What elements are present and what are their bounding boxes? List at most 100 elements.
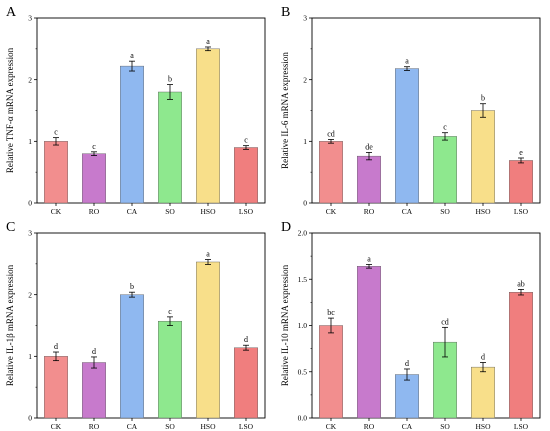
y-tick-label: 2.0 — [298, 229, 308, 238]
y-tick-label: 0 — [28, 199, 32, 208]
panel-d: D 0.0 0.5 1.0 1.5 2.0 Relative IL-10 mRNA expr… — [280, 220, 541, 431]
plot-frame — [36, 232, 266, 419]
x-tick-label: LSO — [239, 422, 254, 431]
x-tick-label: CK — [326, 207, 337, 216]
x-tick-label: LSO — [514, 207, 529, 216]
x-tick-label: CK — [51, 207, 62, 216]
significance-letter: d — [405, 359, 409, 368]
x-tick-label: HSO — [200, 207, 216, 216]
y-tick-label: 1 — [28, 352, 32, 361]
y-axis-label: Relative TNF-α mRNA expression — [5, 47, 15, 173]
significance-letter: d — [244, 335, 248, 344]
bar-ro — [82, 362, 106, 419]
significance-letter: d — [92, 347, 96, 356]
y-tick-label: 1.5 — [298, 275, 308, 284]
x-tick-label: SO — [165, 422, 175, 431]
x-tick-label: CA — [127, 207, 138, 216]
significance-letter: d — [481, 353, 485, 362]
y-tick-label: 1 — [28, 137, 32, 146]
bar-ro — [82, 153, 106, 204]
significance-letter: c — [443, 123, 447, 132]
x-tick-label: RO — [364, 207, 375, 216]
bar-ro — [357, 155, 381, 204]
y-tick-label: 0.0 — [298, 414, 308, 423]
y-tick-label: 1.0 — [298, 321, 308, 330]
y-tick-label: 3 — [28, 14, 32, 23]
significance-letter: c — [168, 307, 172, 316]
y-tick-label: 2 — [28, 290, 32, 299]
significance-letter: a — [206, 37, 210, 46]
bar-so — [158, 320, 182, 419]
y-tick-label: 2 — [303, 75, 307, 84]
bar-ca — [395, 374, 419, 419]
bar-lso — [509, 160, 533, 204]
panel-a: A 0 1 2 3 Relative TNF-α mRNA expression c CK c R… — [5, 5, 266, 216]
plot-frame — [311, 232, 541, 419]
significance-letter: a — [206, 250, 210, 259]
y-tick-label: 2 — [28, 75, 32, 84]
bar-ca — [120, 294, 144, 419]
panel-label: A — [6, 5, 17, 20]
significance-letter: b — [481, 94, 485, 103]
bar-lso — [509, 292, 533, 419]
panel-label: B — [281, 5, 290, 20]
bar-hso — [471, 110, 495, 204]
significance-letter: cd — [441, 317, 449, 326]
bar-ro — [357, 266, 381, 419]
panel-label: C — [6, 220, 15, 235]
bar-ca — [395, 68, 419, 204]
significance-letter: d — [54, 342, 58, 351]
y-axis-label: Relative IL-1β mRNA expression — [5, 264, 15, 386]
x-tick-label: RO — [364, 422, 375, 431]
x-tick-label: LSO — [514, 422, 529, 431]
panel-label: D — [281, 220, 291, 235]
bar-lso — [234, 147, 258, 204]
x-tick-label: CK — [326, 422, 337, 431]
bar-ck — [319, 141, 343, 204]
significance-letter: a — [405, 57, 409, 66]
x-tick-label: CA — [402, 422, 413, 431]
bar-lso — [234, 347, 258, 419]
x-tick-label: HSO — [475, 207, 491, 216]
significance-letter: c — [244, 136, 248, 145]
plot-frame — [311, 17, 541, 204]
significance-letter: a — [130, 51, 134, 60]
significance-letter: cd — [327, 129, 335, 138]
y-tick-label: 3 — [28, 229, 32, 238]
x-tick-label: SO — [440, 207, 450, 216]
significance-letter: ab — [517, 279, 525, 288]
x-tick-label: SO — [165, 207, 175, 216]
significance-letter: c — [54, 128, 58, 137]
x-tick-label: RO — [89, 207, 100, 216]
x-tick-label: CA — [402, 207, 413, 216]
bar-so — [433, 136, 457, 204]
significance-letter: b — [168, 75, 172, 84]
significance-letter: bc — [327, 308, 335, 317]
bar-ck — [44, 141, 68, 204]
bar-hso — [196, 48, 220, 204]
bar-so — [158, 91, 182, 204]
x-tick-label: HSO — [475, 422, 491, 431]
x-tick-label: SO — [440, 422, 450, 431]
x-tick-label: LSO — [239, 207, 254, 216]
panel-b: B 0 1 2 3 Relative IL-6 mRNA expression cd CK de… — [280, 5, 541, 216]
y-tick-label: 3 — [303, 14, 307, 23]
y-axis-label: Relative IL-10 mRNA expression — [280, 264, 290, 386]
significance-letter: c — [92, 142, 96, 151]
significance-letter: e — [519, 148, 523, 157]
plot-frame — [36, 17, 266, 204]
bar-ck — [319, 325, 343, 419]
y-axis-label: Relative IL-6 mRNA expression — [280, 52, 290, 169]
bar-ck — [44, 356, 68, 419]
y-tick-label: 0 — [28, 414, 32, 423]
x-tick-label: RO — [89, 422, 100, 431]
y-tick-label: 0.5 — [298, 367, 308, 376]
x-tick-label: CK — [51, 422, 62, 431]
y-tick-label: 0 — [303, 199, 307, 208]
significance-letter: de — [365, 142, 373, 151]
significance-letter: b — [130, 282, 134, 291]
bar-hso — [196, 261, 220, 419]
significance-letter: a — [367, 254, 371, 263]
bar-hso — [471, 366, 495, 419]
